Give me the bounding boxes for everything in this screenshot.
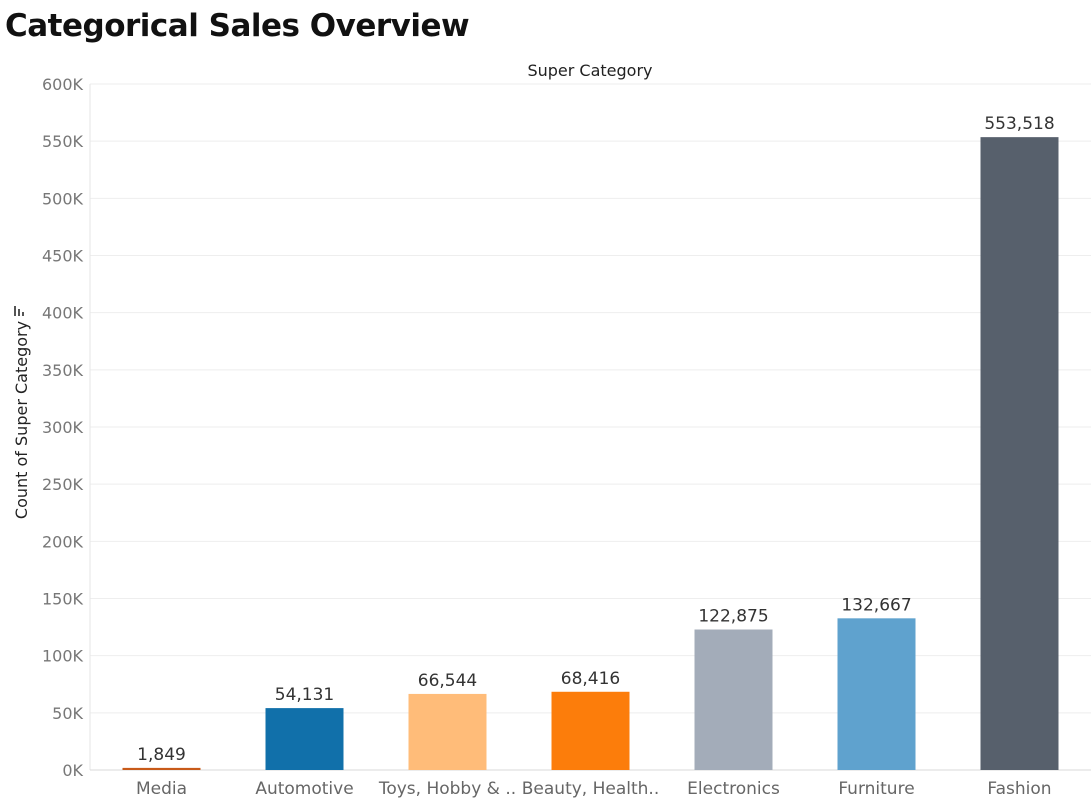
y-tick-label: 450K	[42, 247, 84, 266]
data-label: 68,416	[561, 669, 620, 689]
bars	[122, 137, 1059, 771]
bar[interactable]	[837, 618, 916, 770]
y-tick-label: 550K	[42, 132, 84, 151]
gridlines	[90, 83, 1091, 771]
data-label: 132,667	[841, 595, 911, 615]
y-tick-label: 0K	[62, 761, 83, 780]
x-axis: Media Automotive Toys, Hobby & .. Beauty, H…	[136, 779, 1052, 799]
x-tick-label: Automotive	[255, 779, 353, 799]
bar[interactable]	[408, 693, 487, 770]
y-tick-label: 200K	[42, 532, 84, 551]
bar[interactable]	[694, 629, 773, 770]
page-title: Categorical Sales Overview	[5, 8, 470, 44]
bar[interactable]	[551, 691, 630, 770]
y-tick-label: 50K	[52, 704, 83, 723]
y-axis-title-group: Count of Super Category	[12, 321, 31, 519]
y-axis: 0K 50K 100K 150K 200K 250K 300K 350K 400K 450K 500…	[42, 75, 1091, 780]
data-label: 1,849	[137, 745, 186, 765]
y-axis-title: Count of Super Category	[12, 321, 31, 519]
x-tick-label: Furniture	[838, 779, 914, 799]
y-tick-label: 250K	[42, 475, 84, 494]
x-axis-title: Super Category	[527, 61, 652, 80]
y-tick-label: 300K	[42, 418, 84, 437]
y-tick-label: 600K	[42, 75, 84, 94]
x-tick-label: Media	[136, 779, 187, 799]
x-tick-label: Fashion	[987, 779, 1051, 799]
x-tick-label: Electronics	[687, 779, 780, 799]
sort-icon[interactable]	[14, 306, 24, 316]
y-tick-label: 400K	[42, 304, 84, 323]
y-tick-label: 100K	[42, 647, 84, 666]
bar[interactable]	[980, 137, 1059, 771]
data-label: 122,875	[698, 607, 768, 627]
y-tick-label: 500K	[42, 189, 84, 208]
x-tick-label: Beauty, Health..	[522, 779, 659, 799]
data-label: 54,131	[275, 685, 334, 705]
y-tick-label: 350K	[42, 361, 84, 380]
bar[interactable]	[265, 708, 344, 770]
y-tick-label: 150K	[42, 590, 84, 609]
bar[interactable]	[122, 767, 201, 770]
data-label: 66,544	[418, 671, 477, 691]
data-label: 553,518	[984, 114, 1054, 134]
x-tick-label: Toys, Hobby & ..	[378, 779, 516, 799]
data-labels: 1,849 54,131 66,544 68,416 122,875 132,667 553…	[137, 114, 1054, 765]
